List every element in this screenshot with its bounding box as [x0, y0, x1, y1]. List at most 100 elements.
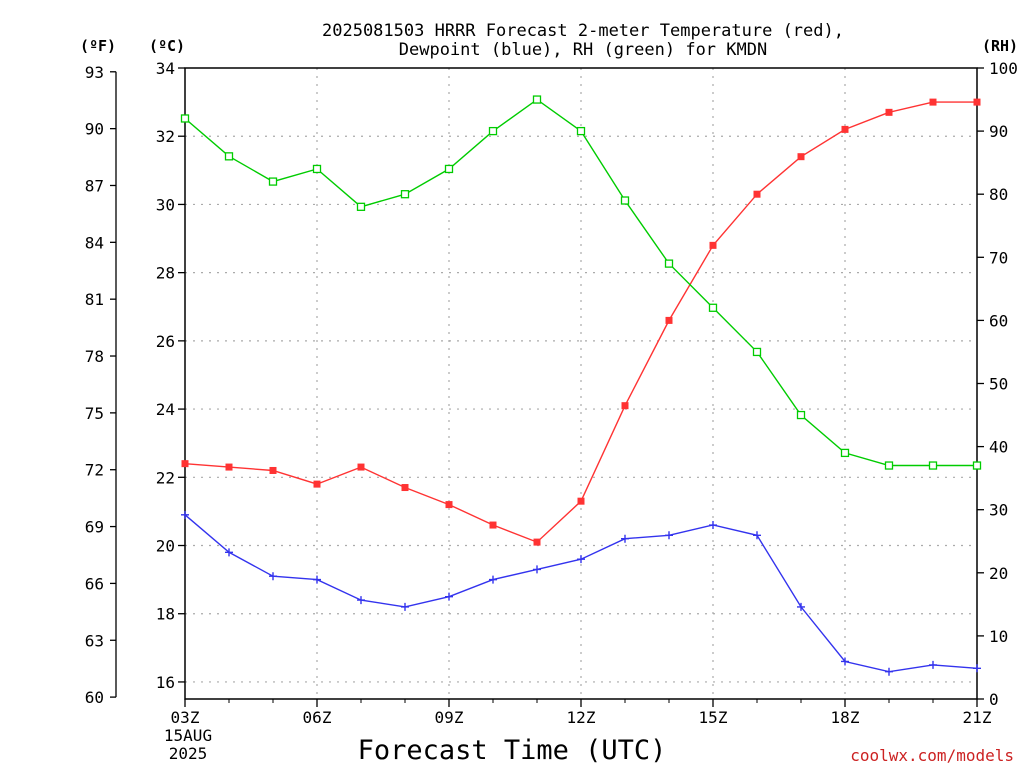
rh-point [268, 177, 278, 186]
celsius-tick-label: 20 [156, 537, 175, 556]
rh-point [576, 126, 586, 136]
fahrenheit-tick-label: 90 [85, 120, 104, 139]
watermark: coolwx.com/models [850, 746, 1014, 765]
dewpoint-point [313, 575, 321, 584]
rh-tick-label: 60 [989, 311, 1008, 330]
plot-frame [184, 67, 978, 700]
fahrenheit-tick-label: 87 [85, 176, 104, 195]
dewpoint-point [885, 667, 893, 676]
dewpoint-point [269, 572, 277, 581]
celsius-tick-label: 22 [156, 468, 175, 487]
rh-point [972, 461, 982, 470]
fahrenheit-tick-label: 81 [85, 290, 104, 309]
x-subtitle-date: 15AUG [164, 726, 212, 745]
temp-point [225, 463, 233, 471]
temp-point [753, 190, 761, 198]
fahrenheit-unit-label: (ºF) [80, 37, 116, 55]
rh-point [840, 448, 850, 458]
dewpoint-point [577, 555, 585, 564]
x-axis-title: Forecast Time (UTC) [358, 735, 667, 766]
rh-tick-label: 0 [989, 690, 999, 709]
fahrenheit-tick-label: 75 [85, 404, 104, 423]
temp-point [401, 484, 409, 492]
fahrenheit-tick-label: 63 [85, 631, 104, 650]
x-tick-label: 09Z [435, 708, 464, 727]
rh-tick-label: 10 [989, 627, 1008, 646]
rh-tick-label: 70 [989, 248, 1008, 267]
temp-point [621, 402, 629, 410]
rh-point [312, 164, 322, 174]
celsius-tick-label: 18 [156, 605, 175, 624]
dewpoint-point [181, 510, 189, 519]
fahrenheit-tick-label: 72 [85, 461, 104, 480]
dewpoint-point [533, 565, 541, 574]
rh-point [620, 196, 630, 205]
temp-point [973, 98, 981, 106]
dewpoint-point [665, 531, 673, 540]
dewpoint-point [709, 521, 717, 530]
rh-tick-label: 100 [989, 59, 1018, 78]
temp-point [357, 463, 365, 471]
x-tick-label: 06Z [303, 708, 332, 727]
celsius-tick-label: 32 [156, 127, 175, 146]
celsius-unit-label: (ºC) [149, 37, 185, 55]
dewpoint-point [973, 664, 981, 673]
rh-point [488, 126, 498, 136]
rh-tick-label: 30 [989, 501, 1008, 520]
dewpoint-point [797, 602, 805, 611]
temp-point [929, 98, 937, 106]
fahrenheit-tick-label: 93 [85, 63, 104, 82]
temp-point [445, 501, 453, 509]
rh-point [664, 259, 674, 268]
temp-point [885, 108, 893, 116]
temp-point [181, 460, 189, 468]
rh-unit-label: (RH) [982, 37, 1018, 55]
x-tick-label: 18Z [831, 708, 860, 727]
celsius-tick-label: 26 [156, 332, 175, 351]
rh-point [356, 202, 366, 211]
rh-point [532, 95, 542, 104]
rh-point [444, 164, 454, 174]
rh-point [928, 461, 938, 470]
rh-tick-label: 80 [989, 185, 1008, 204]
axes: 03Z 06Z 09Z 12Z 15Z 18Z 21Z 16 18 20 22 24 26 28 30 32 3… [85, 59, 1018, 727]
fahrenheit-tick-label: 78 [85, 347, 104, 366]
rh-tick-label: 90 [989, 122, 1008, 141]
fahrenheit-tick-label: 60 [85, 688, 104, 707]
dewpoint-point [841, 657, 849, 666]
data-series [180, 95, 982, 676]
rh-point [400, 190, 410, 199]
rh-point [796, 410, 806, 420]
dewpoint-point [225, 548, 233, 557]
celsius-tick-label: 24 [156, 400, 175, 419]
dewpoint-point [401, 602, 409, 611]
dewpoint-point [929, 660, 937, 669]
dewpoint-point [445, 592, 453, 601]
temp-point [797, 153, 805, 161]
temp-point [709, 241, 717, 249]
fahrenheit-tick-label: 69 [85, 518, 104, 537]
temp-point [489, 521, 497, 529]
x-tick-label: 15Z [699, 708, 728, 727]
dewpoint-point [357, 596, 365, 605]
celsius-tick-label: 30 [156, 195, 175, 214]
temp-point [533, 538, 541, 546]
rh-point [884, 461, 894, 470]
celsius-tick-label: 34 [156, 59, 175, 78]
rh-point [180, 114, 190, 123]
dewpoint-point [753, 531, 761, 540]
x-subtitle-year: 2025 [169, 744, 208, 763]
x-tick-label: 12Z [567, 708, 596, 727]
fahrenheit-tick-label: 84 [85, 233, 104, 252]
rh-tick-label: 50 [989, 375, 1008, 394]
temp-point [313, 480, 321, 488]
fahrenheit-tick-label: 66 [85, 574, 104, 593]
temp-point [665, 316, 673, 324]
x-tick-label: 21Z [963, 708, 992, 727]
rh-point [224, 152, 234, 161]
rh-point [708, 303, 718, 312]
celsius-tick-label: 28 [156, 264, 175, 283]
rh-point [752, 347, 762, 357]
